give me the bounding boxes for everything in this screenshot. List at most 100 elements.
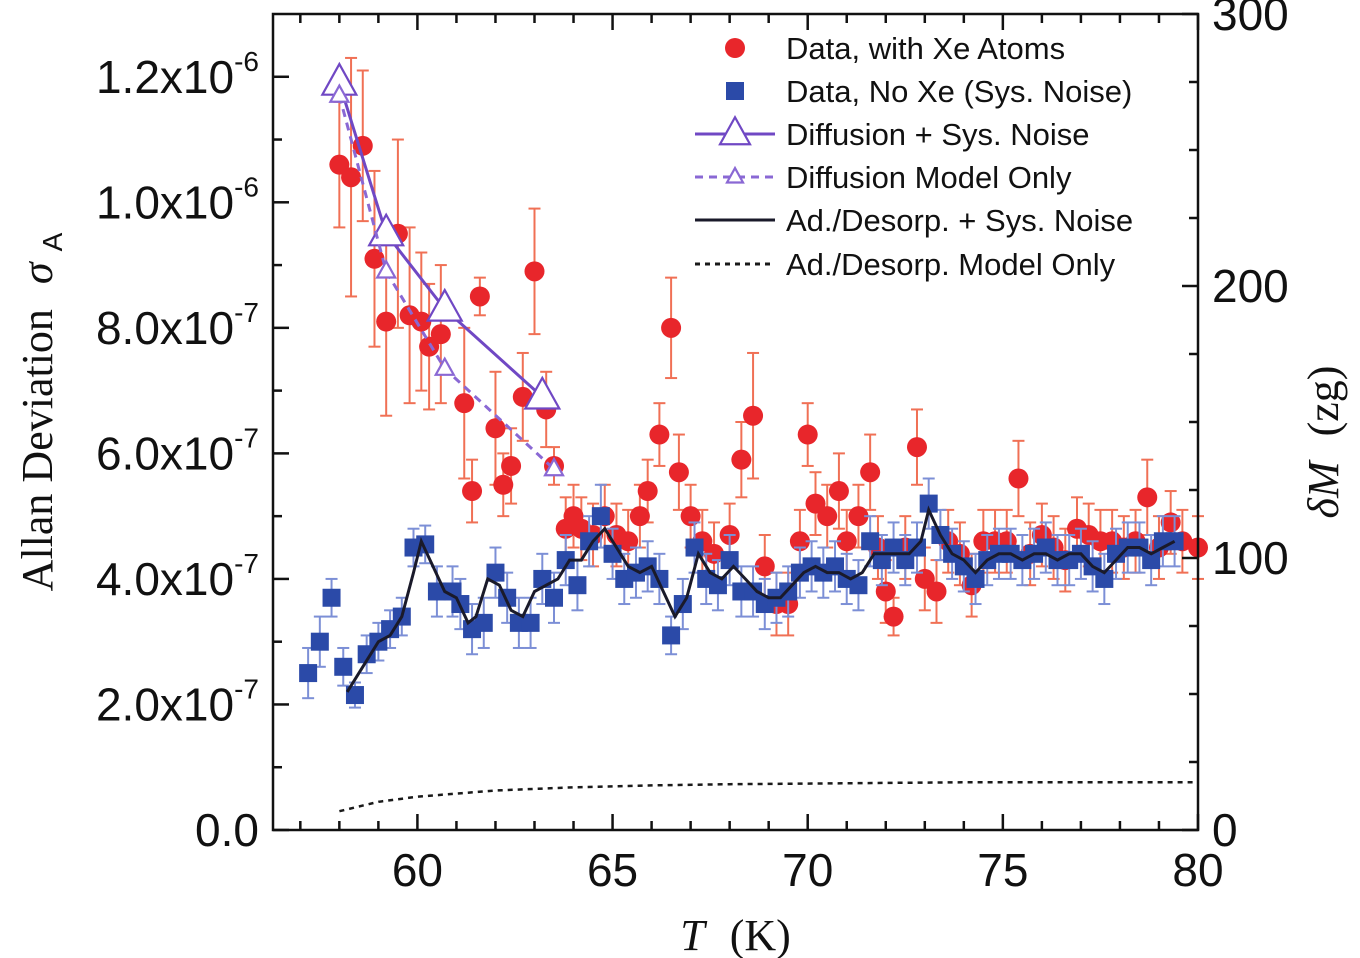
data-point-no-xe	[1165, 532, 1184, 551]
data-point-xe	[629, 506, 650, 527]
data-point-no-xe	[322, 588, 341, 607]
data-point-xe	[618, 531, 639, 552]
data-point-no-xe	[919, 494, 938, 513]
x-tick-label: 75	[977, 844, 1028, 896]
data-point-xe	[906, 437, 927, 458]
data-point-xe	[364, 248, 385, 269]
data-point-xe	[704, 543, 725, 564]
legend-entry: Diffusion Model Only	[695, 160, 1072, 195]
data-point-no-xe	[849, 576, 868, 595]
data-point-xe	[860, 462, 881, 483]
data-point-no-xe	[685, 538, 704, 557]
data-point-xe	[649, 424, 670, 445]
data-point-no-xe	[708, 576, 727, 595]
data-point-no-xe	[474, 613, 493, 632]
data-point-no-xe	[486, 563, 505, 582]
data-layer	[299, 56, 1208, 813]
data-point-xe	[754, 556, 775, 577]
data-point-no-xe	[556, 551, 575, 570]
data-point-xe	[836, 531, 857, 552]
y2-axis-unit: (zg)	[1299, 366, 1348, 437]
legend-symbol	[726, 82, 744, 100]
legend-label: Diffusion + Sys. Noise	[786, 117, 1090, 152]
triangle-marker	[375, 259, 398, 279]
triangle-marker	[425, 287, 464, 322]
data-point-no-xe	[568, 576, 587, 595]
legend-label: Data, No Xe (Sys. Noise)	[786, 74, 1132, 109]
y-tick-label: 1.0x10-6	[96, 171, 259, 228]
x-tick-label: 65	[587, 844, 638, 896]
y-tick-mantissa: 4.0x10	[96, 553, 234, 605]
y-tick-mantissa: 1.2x10	[96, 51, 234, 103]
data-point-xe	[883, 606, 904, 627]
series-1	[299, 477, 1184, 709]
data-point-no-xe	[310, 632, 329, 651]
data-point-xe	[805, 493, 826, 514]
data-point-xe	[376, 311, 397, 332]
series-5	[339, 781, 1198, 813]
triangle-marker	[523, 375, 562, 410]
data-point-xe	[524, 261, 545, 282]
data-point-xe	[637, 481, 658, 502]
y-tick-label: 4.0x10-7	[96, 548, 259, 605]
x-axis-unit: (K)	[730, 911, 791, 958]
y-tick-mantissa: 6.0x10	[96, 427, 234, 479]
y-tick-label: 2.0x10-7	[96, 673, 259, 730]
data-point-xe	[731, 449, 752, 470]
data-point-no-xe	[966, 569, 985, 588]
y-tick-exponent: -7	[234, 673, 259, 704]
y-axis-symbol: σ	[13, 260, 62, 284]
y-tick-exponent: -7	[234, 548, 259, 579]
y-tick-label: 8.0x10-7	[96, 297, 259, 354]
data-point-xe	[1137, 487, 1158, 508]
legend-triangle	[718, 114, 752, 146]
y2-tick-label: 100	[1212, 532, 1289, 584]
data-point-xe	[501, 455, 522, 476]
x-axis-title: T (K)	[680, 911, 791, 958]
x-tick-label: 80	[1172, 844, 1223, 896]
legend-label: Ad./Desorp. + Sys. Noise	[786, 203, 1133, 238]
data-point-xe	[411, 311, 432, 332]
y-axis-text: Allan Deviation	[13, 309, 62, 591]
data-point-xe	[493, 474, 514, 495]
y-axis-subscript: A	[37, 232, 68, 251]
data-point-no-xe	[720, 551, 739, 570]
data-point-no-xe	[662, 626, 681, 645]
y-axis-title: Allan Deviation σ A	[13, 232, 68, 591]
legend-entry: Ad./Desorp. Model Only	[695, 247, 1116, 282]
legend: Data, with Xe Atoms Data, No Xe (Sys. Noi…	[695, 31, 1133, 282]
data-point-xe	[454, 393, 475, 414]
triangle-marker	[328, 83, 351, 103]
data-point-xe	[329, 154, 350, 175]
data-point-no-xe	[345, 686, 364, 705]
y2-tick-label: 0	[1212, 804, 1238, 856]
y-tick-exponent: -7	[234, 297, 259, 328]
data-point-no-xe	[580, 532, 599, 551]
triangle-marker	[543, 456, 565, 477]
legend-label: Ad./Desorp. Model Only	[786, 247, 1116, 282]
series-line	[345, 505, 1176, 693]
data-point-xe	[789, 531, 810, 552]
data-point-xe	[430, 324, 451, 345]
data-point-xe	[926, 581, 947, 602]
data-point-no-xe	[521, 613, 540, 632]
series-line	[339, 781, 1198, 813]
data-point-xe	[1160, 512, 1181, 533]
y2-axis-symbol: δM	[1299, 459, 1348, 518]
y2-axis-title: δM (zg)	[1299, 366, 1348, 519]
y-tick-label: 1.2x10-6	[96, 46, 259, 103]
y2-tick-label: 300	[1212, 0, 1289, 40]
data-point-xe	[797, 424, 818, 445]
data-point-xe	[875, 581, 896, 602]
y-tick-mantissa: 2.0x10	[96, 678, 234, 730]
legend-entry: Diffusion + Sys. Noise	[695, 114, 1090, 152]
legend-label: Diffusion Model Only	[786, 160, 1072, 195]
data-point-xe	[743, 405, 764, 426]
triangle-marker	[433, 356, 456, 376]
y-tick-label: 0.0	[195, 804, 259, 856]
legend-triangle	[725, 165, 745, 184]
legend-symbol	[725, 38, 745, 58]
data-point-no-xe	[545, 588, 564, 607]
data-point-xe	[668, 462, 689, 483]
